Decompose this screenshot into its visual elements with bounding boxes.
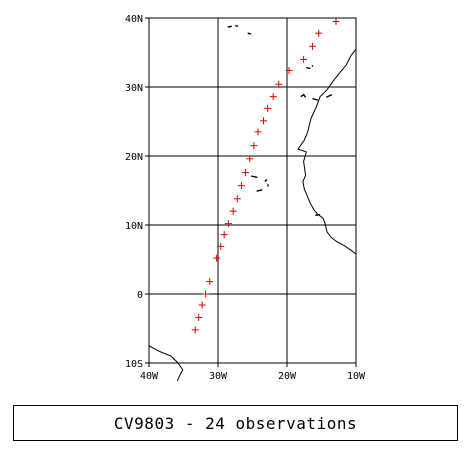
observation-marker xyxy=(269,93,277,101)
x-tick-label: 20W xyxy=(278,371,297,382)
y-tick-label: 0 xyxy=(137,290,143,301)
y-tick-label: 20N xyxy=(125,152,143,163)
observation-marker xyxy=(217,242,225,250)
observation-marker xyxy=(213,254,221,262)
observation-marker xyxy=(315,29,323,37)
observation-markers xyxy=(191,17,340,334)
observation-marker xyxy=(246,155,254,163)
x-tick-label: 10W xyxy=(347,371,366,382)
caption-box: CV9803 - 24 observations xyxy=(13,405,458,441)
x-tick-label: 30W xyxy=(209,371,228,382)
madeira-island xyxy=(311,64,314,67)
x-tick-label: 40W xyxy=(140,371,159,382)
bissagos-islands xyxy=(315,214,321,216)
y-tick-label: 10S xyxy=(125,359,143,370)
y-tick-label: 30N xyxy=(125,83,143,94)
canary-islands xyxy=(300,93,307,98)
observation-marker xyxy=(250,142,258,150)
observation-marker xyxy=(275,80,283,88)
canary-islands xyxy=(312,98,319,101)
observation-marker xyxy=(233,195,241,203)
azores-islands xyxy=(247,32,252,35)
observation-marker xyxy=(264,104,272,112)
cape-verde-islands xyxy=(250,175,258,179)
africa-coastline xyxy=(297,48,357,255)
observation-marker xyxy=(285,66,293,74)
azores-islands xyxy=(235,24,239,27)
caption-text: CV9803 - 24 observations xyxy=(113,413,358,433)
observation-marker xyxy=(229,207,237,215)
cape-verde-islands xyxy=(267,184,270,187)
axis-ticks xyxy=(145,17,357,367)
observation-marker xyxy=(309,42,317,50)
map-frame xyxy=(148,17,357,364)
coastlines xyxy=(148,24,357,382)
observation-marker xyxy=(206,278,214,286)
axis-labels: 40W 30W 20W 10W 40N 30N 20N 10N 0 10S xyxy=(125,14,366,382)
observation-marker xyxy=(300,55,308,63)
observation-marker xyxy=(195,313,203,321)
observation-marker xyxy=(220,231,228,239)
canary-islands xyxy=(325,93,333,98)
observation-marker xyxy=(202,290,210,298)
azores-islands xyxy=(227,25,232,28)
observation-marker xyxy=(224,220,232,228)
cape-verde-islands xyxy=(256,189,263,192)
observation-marker xyxy=(260,117,268,125)
observation-marker xyxy=(191,326,199,334)
observation-marker xyxy=(242,169,250,177)
observation-marker xyxy=(254,128,262,136)
observation-marker xyxy=(332,17,340,25)
y-tick-label: 40N xyxy=(125,14,143,25)
map-grid xyxy=(149,18,356,363)
madeira-island xyxy=(306,67,311,70)
cape-verde-islands xyxy=(264,178,268,183)
observation-marker xyxy=(237,182,245,190)
y-tick-label: 10N xyxy=(125,221,143,232)
observation-marker xyxy=(198,301,206,309)
